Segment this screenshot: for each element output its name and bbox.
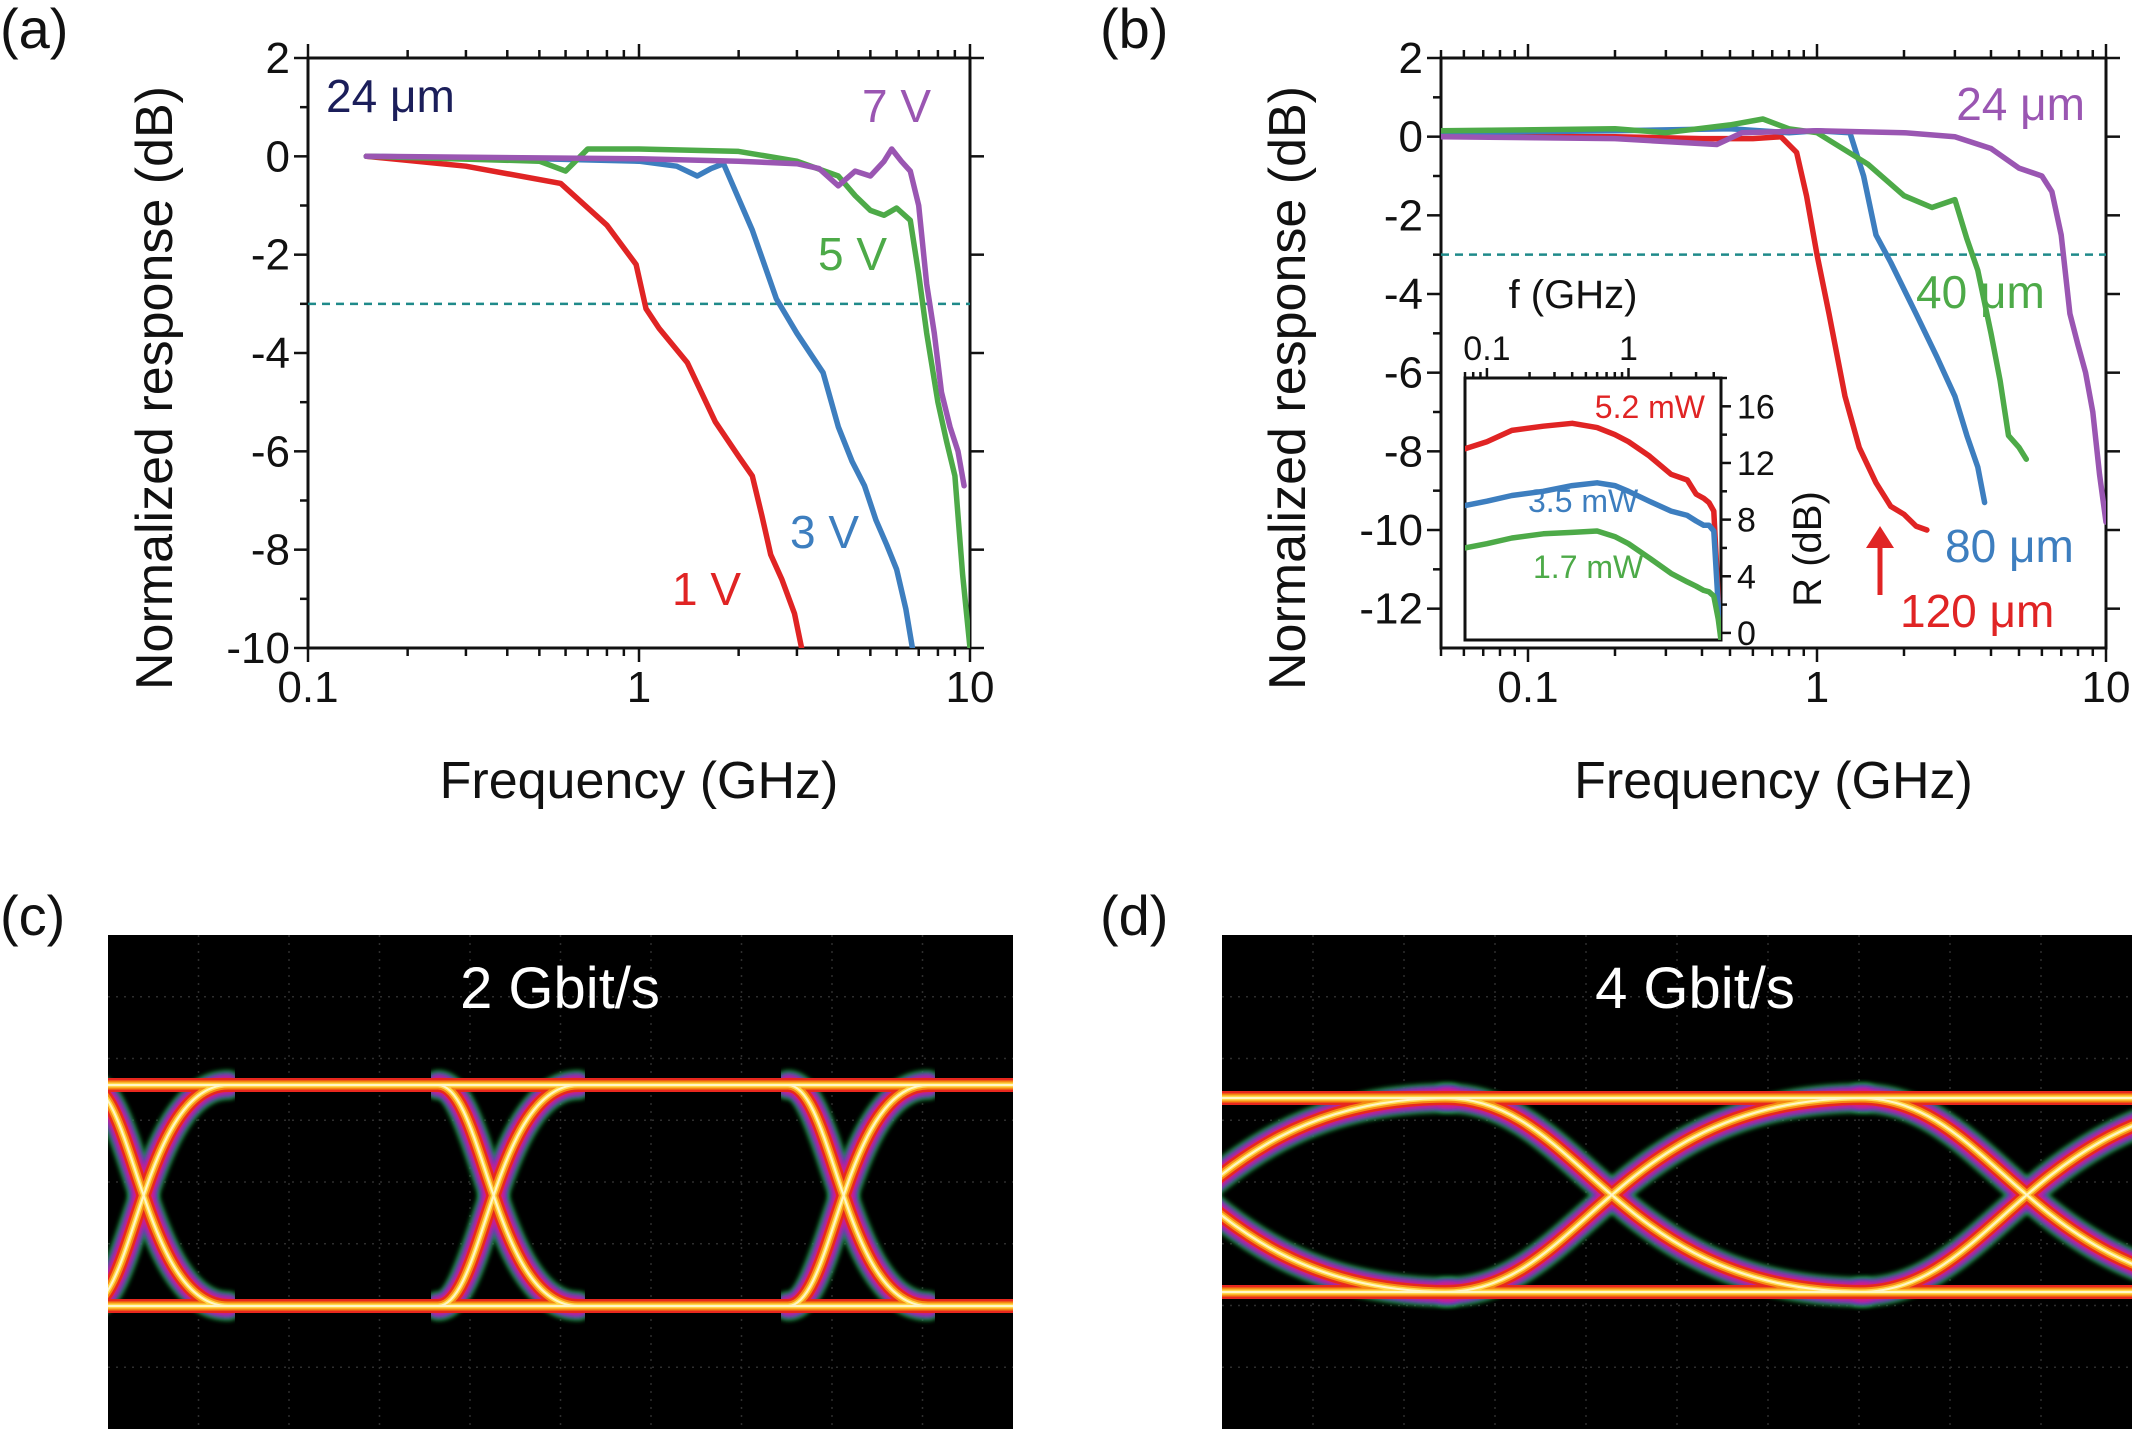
b-xtick-label: 10 [2082, 663, 2131, 712]
a-ytick-label: 2 [266, 34, 290, 83]
a-ytick-label: -4 [251, 329, 290, 378]
b-inset-series-3.5-mW [1465, 480, 1721, 640]
a-ytick-label: -8 [251, 526, 290, 575]
eye-trace [787, 1084, 929, 1307]
b-ytick-label: 0 [1399, 113, 1423, 162]
b-series-group [1441, 116, 2106, 533]
b-xtick-label: 0.1 [1497, 663, 1558, 712]
a-annotation: 7 V [862, 80, 931, 132]
a-xtick-label: 0.1 [277, 663, 338, 712]
a-ytick-label: -6 [251, 427, 290, 476]
eye-diagram-c: 2 Gbit/s [108, 935, 1013, 1429]
b-inset-ticks: 0.1 1 0 4 8 12 16 [1463, 330, 1775, 653]
b-annotation: 120 μm [1900, 585, 2054, 637]
b-ytick-label: -2 [1384, 191, 1423, 240]
b-inset-series-group [1465, 420, 1721, 640]
b-series-40-μm [1441, 116, 2030, 462]
b-inset-ytick-label: 4 [1737, 558, 1756, 596]
b-inset-annotation: 1.7 mW [1533, 549, 1644, 585]
eye-trace [437, 1084, 579, 1307]
eye-diagram-d: 4 Gbit/s [1222, 935, 2132, 1429]
b-inset-series-5.2-mW [1465, 420, 1721, 640]
b-ytick-label: -10 [1359, 506, 1423, 555]
chart-a: 0.1 1 10 -10 -8 -6 -4 -2 0 2 Frequency (GHz) Normal… [126, 34, 994, 810]
a-series-1-V [363, 153, 805, 648]
panel-label-d: (d) [1100, 884, 1168, 947]
b-series-24-μm [1441, 128, 2106, 525]
a-ytick-label: -2 [251, 231, 290, 280]
a-annotation: 5 V [818, 228, 887, 280]
a-annotation: 1 V [672, 563, 741, 615]
eye-traces-c [108, 1070, 1013, 1321]
a-ticks: 0.1 1 10 -10 -8 -6 -4 -2 0 2 [226, 34, 994, 712]
a-series-group [363, 146, 970, 648]
eye-trace [108, 1084, 229, 1293]
a-series-3-V [363, 153, 916, 648]
b-ylabel: Normalized response (dB) [1259, 86, 1317, 690]
b-xtick-label: 1 [1805, 663, 1829, 712]
eye-traces-d [1222, 1083, 2132, 1307]
eye-trace [1859, 1125, 2132, 1293]
b-inset-plot-frame [1463, 376, 1723, 642]
b-inset-ylabel: R (dB) [1786, 491, 1830, 607]
eye-trace [1222, 1214, 1451, 1293]
panel-label-a: (a) [0, 0, 68, 60]
b-inset-xtick-label: 0.1 [1463, 330, 1510, 368]
b-ytick-label: 2 [1399, 34, 1423, 83]
b-annotation: 80 μm [1945, 520, 2074, 572]
panel-label-b: (b) [1100, 0, 1168, 60]
b-inset-ytick-label: 8 [1737, 502, 1756, 540]
b-inset-ytick-label: 16 [1737, 388, 1775, 426]
eye-background-d [1222, 935, 2132, 1429]
b-inset-ytick-label: 12 [1737, 445, 1775, 483]
a-series-5-V [363, 146, 970, 648]
b-inset-xtick-label: 1 [1619, 330, 1638, 368]
inset-background [1465, 378, 1721, 640]
b-inset-annotation: 5.2 mW [1595, 389, 1706, 425]
b-annotation: 40 μm [1916, 266, 2045, 318]
b-inset-ytick-label: 0 [1737, 615, 1756, 653]
b-annotation: 24 μm [1956, 78, 2085, 130]
a-xtick-label: 10 [946, 663, 995, 712]
b-arrow-head [1866, 526, 1894, 548]
a-xtick-label: 1 [627, 663, 651, 712]
b-ytick-label: -8 [1384, 427, 1423, 476]
b-inset-annotation: 3.5 mW [1528, 483, 1639, 519]
a-annotation: 3 V [790, 506, 859, 558]
a-ylabel: Normalized response (dB) [126, 86, 184, 690]
eye-title-c: 2 Gbit/s [460, 956, 660, 1021]
b-ytick-label: -6 [1384, 349, 1423, 398]
a-annotation: 24 μm [326, 70, 455, 122]
a-series-7-V [363, 146, 967, 489]
b-xlabel: Frequency (GHz) [1574, 752, 1973, 810]
b-inset-xlabel: f (GHz) [1509, 273, 1638, 317]
b-ticks: 0.1 1 10-12-10-8-6-4-202 [1359, 34, 2130, 712]
panel-label-c: (c) [0, 884, 65, 947]
a-ytick-label: 0 [266, 132, 290, 181]
b-plot-frame [1439, 56, 2108, 650]
b-ytick-label: -12 [1359, 585, 1423, 634]
eye-trace [1222, 1097, 1451, 1176]
chart-b-inset: 0.1 1 0 4 8 12 16 f (GHz) R (dB) 5.2 mW 3.5 mW 1.7 … [1463, 273, 1830, 653]
b-ytick-label: -4 [1384, 270, 1423, 319]
b-inset-series-1.7-mW [1465, 528, 1721, 640]
a-ytick-label: -10 [226, 624, 290, 673]
eye-trace [1444, 1097, 1866, 1293]
a-xlabel: Frequency (GHz) [440, 752, 839, 810]
eye-title-d: 4 Gbit/s [1595, 956, 1795, 1021]
